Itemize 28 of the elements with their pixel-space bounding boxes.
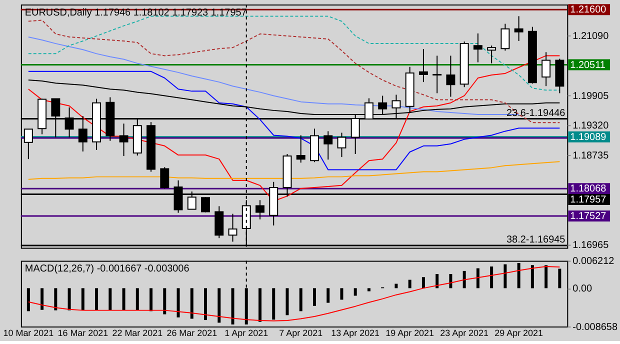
- x-tick-label: 23 Apr 2021: [440, 328, 489, 338]
- y-tick-label: 0.006212: [572, 256, 615, 268]
- x-tick-label: 22 Mar 2021: [112, 328, 163, 338]
- chart-title: EURUSD,Daily 1.17946 1.18102 1.17923 1.17957: [24, 8, 248, 18]
- ref-line-label: 1.17957: [570, 194, 607, 206]
- ref-line-label: 1.20511: [570, 60, 606, 71]
- annotation: 23.6-1.19446: [506, 108, 566, 119]
- annotation: 38.2-1.16945: [506, 234, 566, 246]
- y-tick-label: 1.19905: [572, 90, 610, 102]
- y-tick-label: 1.18735: [572, 150, 610, 162]
- x-tick-label: 1 Apr 2021: [224, 328, 268, 338]
- chart-title: MACD(12,26,7) -0.001667 -0.003006: [24, 264, 190, 275]
- x-tick-label: 29 Apr 2021: [494, 328, 544, 338]
- x-tick-label: 19 Apr 2021: [386, 328, 434, 338]
- ref-line-label: 1.21600: [570, 4, 607, 16]
- y-tick-label: 1.16965: [572, 240, 610, 251]
- ref-line-label: 1.18068: [570, 184, 607, 195]
- x-tick-label: 13 Apr 2021: [331, 328, 380, 338]
- x-tick-label: 26 Mar 2021: [166, 328, 218, 338]
- x-tick-label: 16 Mar 2021: [58, 328, 108, 338]
- y-tick-label: 1.21090: [572, 30, 610, 42]
- y-tick-label: 0.00: [572, 284, 592, 295]
- x-tick-label: 10 Mar 2021: [3, 328, 54, 338]
- ref-line-label: 1.17527: [570, 210, 607, 222]
- y-tick-label: -0.008658: [572, 322, 618, 333]
- y-tick-label: 1.19320: [572, 120, 610, 132]
- ref-line-label: 1.19089: [570, 132, 607, 143]
- x-tick-label: 7 Apr 2021: [279, 328, 323, 338]
